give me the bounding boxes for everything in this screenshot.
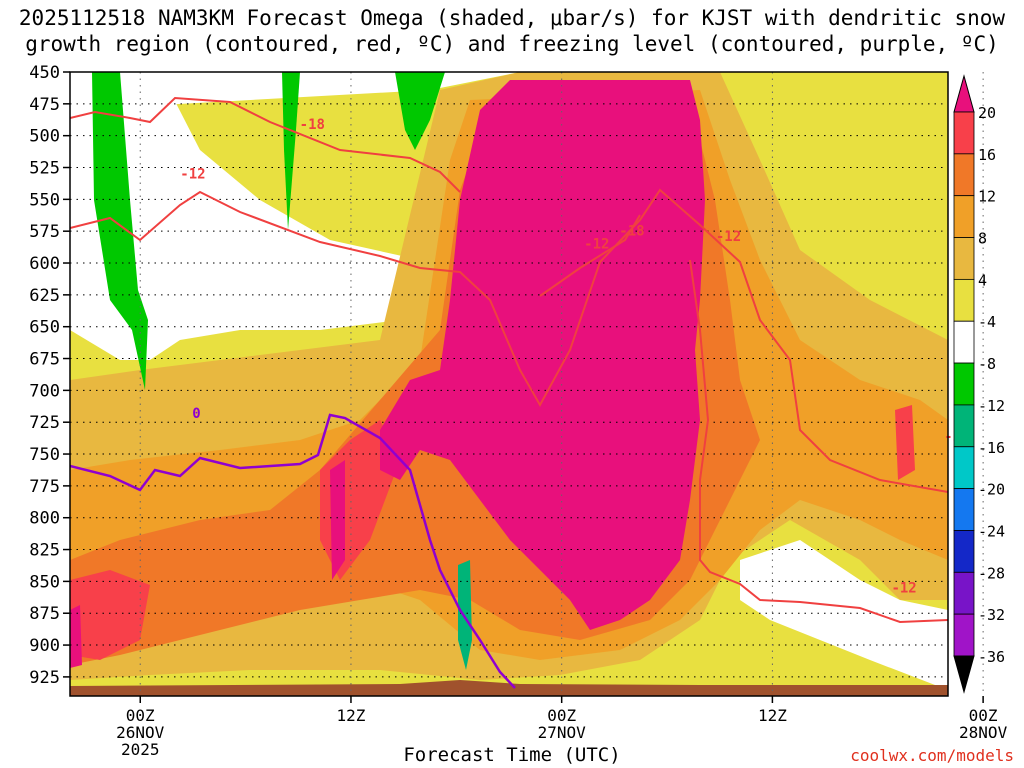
y-axis: 450 475 500 525 550 575 600 625 650 675 700 725 750 7…: [29, 63, 70, 688]
colorbar-swatch: [953, 195, 975, 238]
dgz-contour-minus-18-upper: [70, 96, 461, 193]
colorbar-swatch: [953, 488, 975, 531]
omega-fill-max: [70, 80, 705, 668]
colorbar-swatch: [953, 446, 975, 490]
x-tick-label: 12Z: [337, 706, 366, 725]
x-tick-date: 27NOV: [538, 723, 587, 742]
y-tick-label: 500: [29, 127, 60, 147]
colorbar-label: 16: [978, 146, 996, 164]
omega-fill-zero-right: [740, 540, 948, 690]
contour-label: -18: [619, 224, 644, 240]
y-tick-label: 625: [29, 286, 60, 306]
y-tick-label: 675: [29, 350, 60, 370]
chart-title-line-2: growth region (contoured, red, ºC) and f…: [25, 32, 999, 56]
x-tick-label: 12Z: [758, 706, 787, 725]
colorbar-swatch: [953, 404, 975, 448]
y-tick-label: 725: [29, 413, 60, 433]
dgz-contour-minus-18-mid: [539, 214, 641, 297]
contour-label: -12: [584, 236, 609, 252]
y-tick-label: 750: [29, 445, 60, 465]
colorbar-label: -20: [978, 481, 1005, 499]
colorbar-bottom-arrow: [953, 655, 975, 694]
y-tick-label: 875: [29, 604, 60, 624]
y-tick-label: 800: [29, 509, 60, 529]
colorbar-label: -8: [978, 355, 996, 373]
colorbar-top-arrow: [953, 74, 975, 113]
colorbar-swatch: [953, 111, 975, 155]
colorbar-label: 12: [978, 188, 996, 206]
x-tick-date: 26NOV: [116, 723, 165, 742]
plot-frame: [69, 71, 949, 697]
omega-fill-sink-a: [92, 72, 148, 390]
contour-label: -12: [716, 229, 741, 245]
dgz-contour-minus-12-upper: [70, 188, 948, 493]
dgz-contour-minus-12-lower: [689, 259, 948, 624]
x-tick-date: 28NOV: [959, 723, 1008, 742]
y-tick-label: 850: [29, 572, 60, 592]
colorbar-label: 4: [978, 271, 987, 289]
y-tick-label: 450: [29, 63, 60, 83]
y-tick-label: 575: [29, 222, 60, 242]
x-tick-year: 2025: [121, 740, 160, 759]
y-tick-label: 550: [29, 190, 60, 210]
colorbar-label: -32: [978, 606, 1005, 624]
contour-label: 0: [192, 406, 200, 422]
colorbar-label: -4: [978, 313, 996, 331]
omega-fill-sink-b: [282, 72, 300, 230]
colorbar-label: -36: [978, 648, 1005, 666]
terrain-ground: [70, 680, 948, 696]
y-tick-label: 900: [29, 636, 60, 656]
chart-title-line-1: 2025112518 NAM3KM Forecast Omega (shaded…: [18, 6, 1006, 30]
contour-label: -12: [180, 166, 205, 182]
y-tick-label: 925: [29, 668, 60, 688]
y-tick-label: 475: [29, 95, 60, 115]
contour-lines: [70, 96, 948, 689]
x-axis-title: Forecast Time (UTC): [403, 744, 621, 766]
y-tick-label: 650: [29, 318, 60, 338]
time-gridlines: [139, 72, 984, 696]
colorbar-label: -12: [978, 397, 1005, 415]
colorbar-swatch: [953, 571, 975, 615]
credit-link[interactable]: coolwx.com/models: [850, 746, 1014, 765]
colorbar-label: 8: [978, 230, 987, 248]
contour-label: -18: [300, 117, 325, 133]
colorbar-label: -24: [978, 522, 1005, 540]
colorbar-swatch: [953, 362, 975, 406]
y-tick-label: 825: [29, 541, 60, 561]
colorbar-label: 20: [978, 104, 996, 122]
y-tick-label: 775: [29, 477, 60, 497]
contour-label: -12: [891, 580, 916, 596]
colorbar-swatch: [953, 613, 975, 657]
colorbar-swatch: [953, 320, 975, 364]
colorbar-swatch: [953, 278, 975, 322]
colorbar-swatch: [953, 530, 975, 573]
y-tick-label: 600: [29, 254, 60, 274]
colorbar: 20 16 12 8 4 -4 -8 -12 -16 -20 -24 -28 -32 -36: [953, 74, 1005, 694]
omega-fill-sink-c: [395, 72, 445, 150]
colorbar-swatch: [953, 237, 975, 280]
x-tick-label: 00Z: [126, 706, 155, 725]
colorbar-label: -28: [978, 564, 1005, 582]
freezing-level-contour: [70, 413, 516, 689]
omega-fill-sink-d: [458, 560, 472, 670]
colorbar-swatch: [953, 153, 975, 197]
y-tick-label: 700: [29, 381, 60, 401]
y-tick-label: 525: [29, 159, 60, 179]
x-tick-label: 00Z: [547, 706, 576, 725]
omega-fill-zero-left: [70, 72, 460, 360]
x-tick-label: 00Z: [969, 706, 998, 725]
omega-shading: [70, 72, 948, 696]
colorbar-label: -16: [978, 439, 1005, 457]
